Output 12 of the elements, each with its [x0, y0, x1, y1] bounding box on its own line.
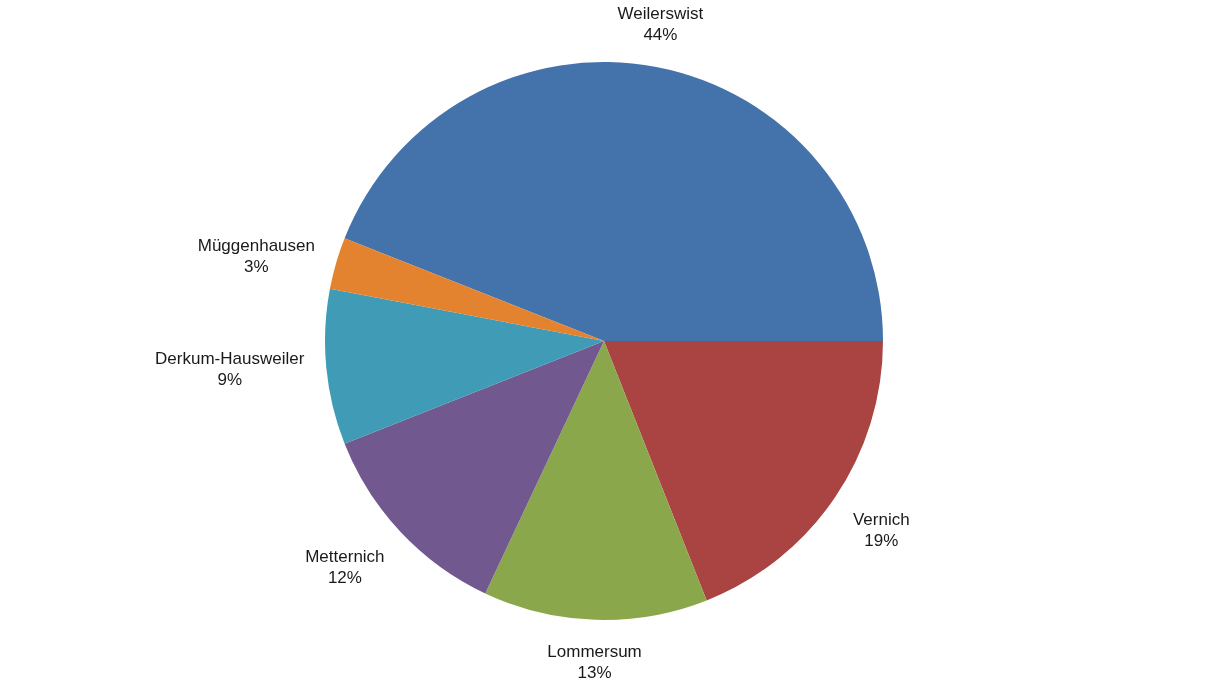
data-label: 3% [244, 257, 269, 277]
data-label: 12% [327, 568, 362, 588]
data-label: 19% [864, 531, 899, 551]
data-label: 44% [643, 24, 678, 44]
slice-label: Vernich [852, 510, 910, 530]
slice-label: Derkum-Hausweiler [155, 348, 305, 368]
slice-label: Lommersum [547, 642, 642, 662]
slice-label: Müggenhausen [197, 236, 315, 256]
data-label: 13% [577, 663, 612, 682]
data-label: 9% [217, 369, 242, 389]
slice-label: Metternich [305, 547, 385, 567]
slice-label: Weilerswist [617, 3, 704, 23]
